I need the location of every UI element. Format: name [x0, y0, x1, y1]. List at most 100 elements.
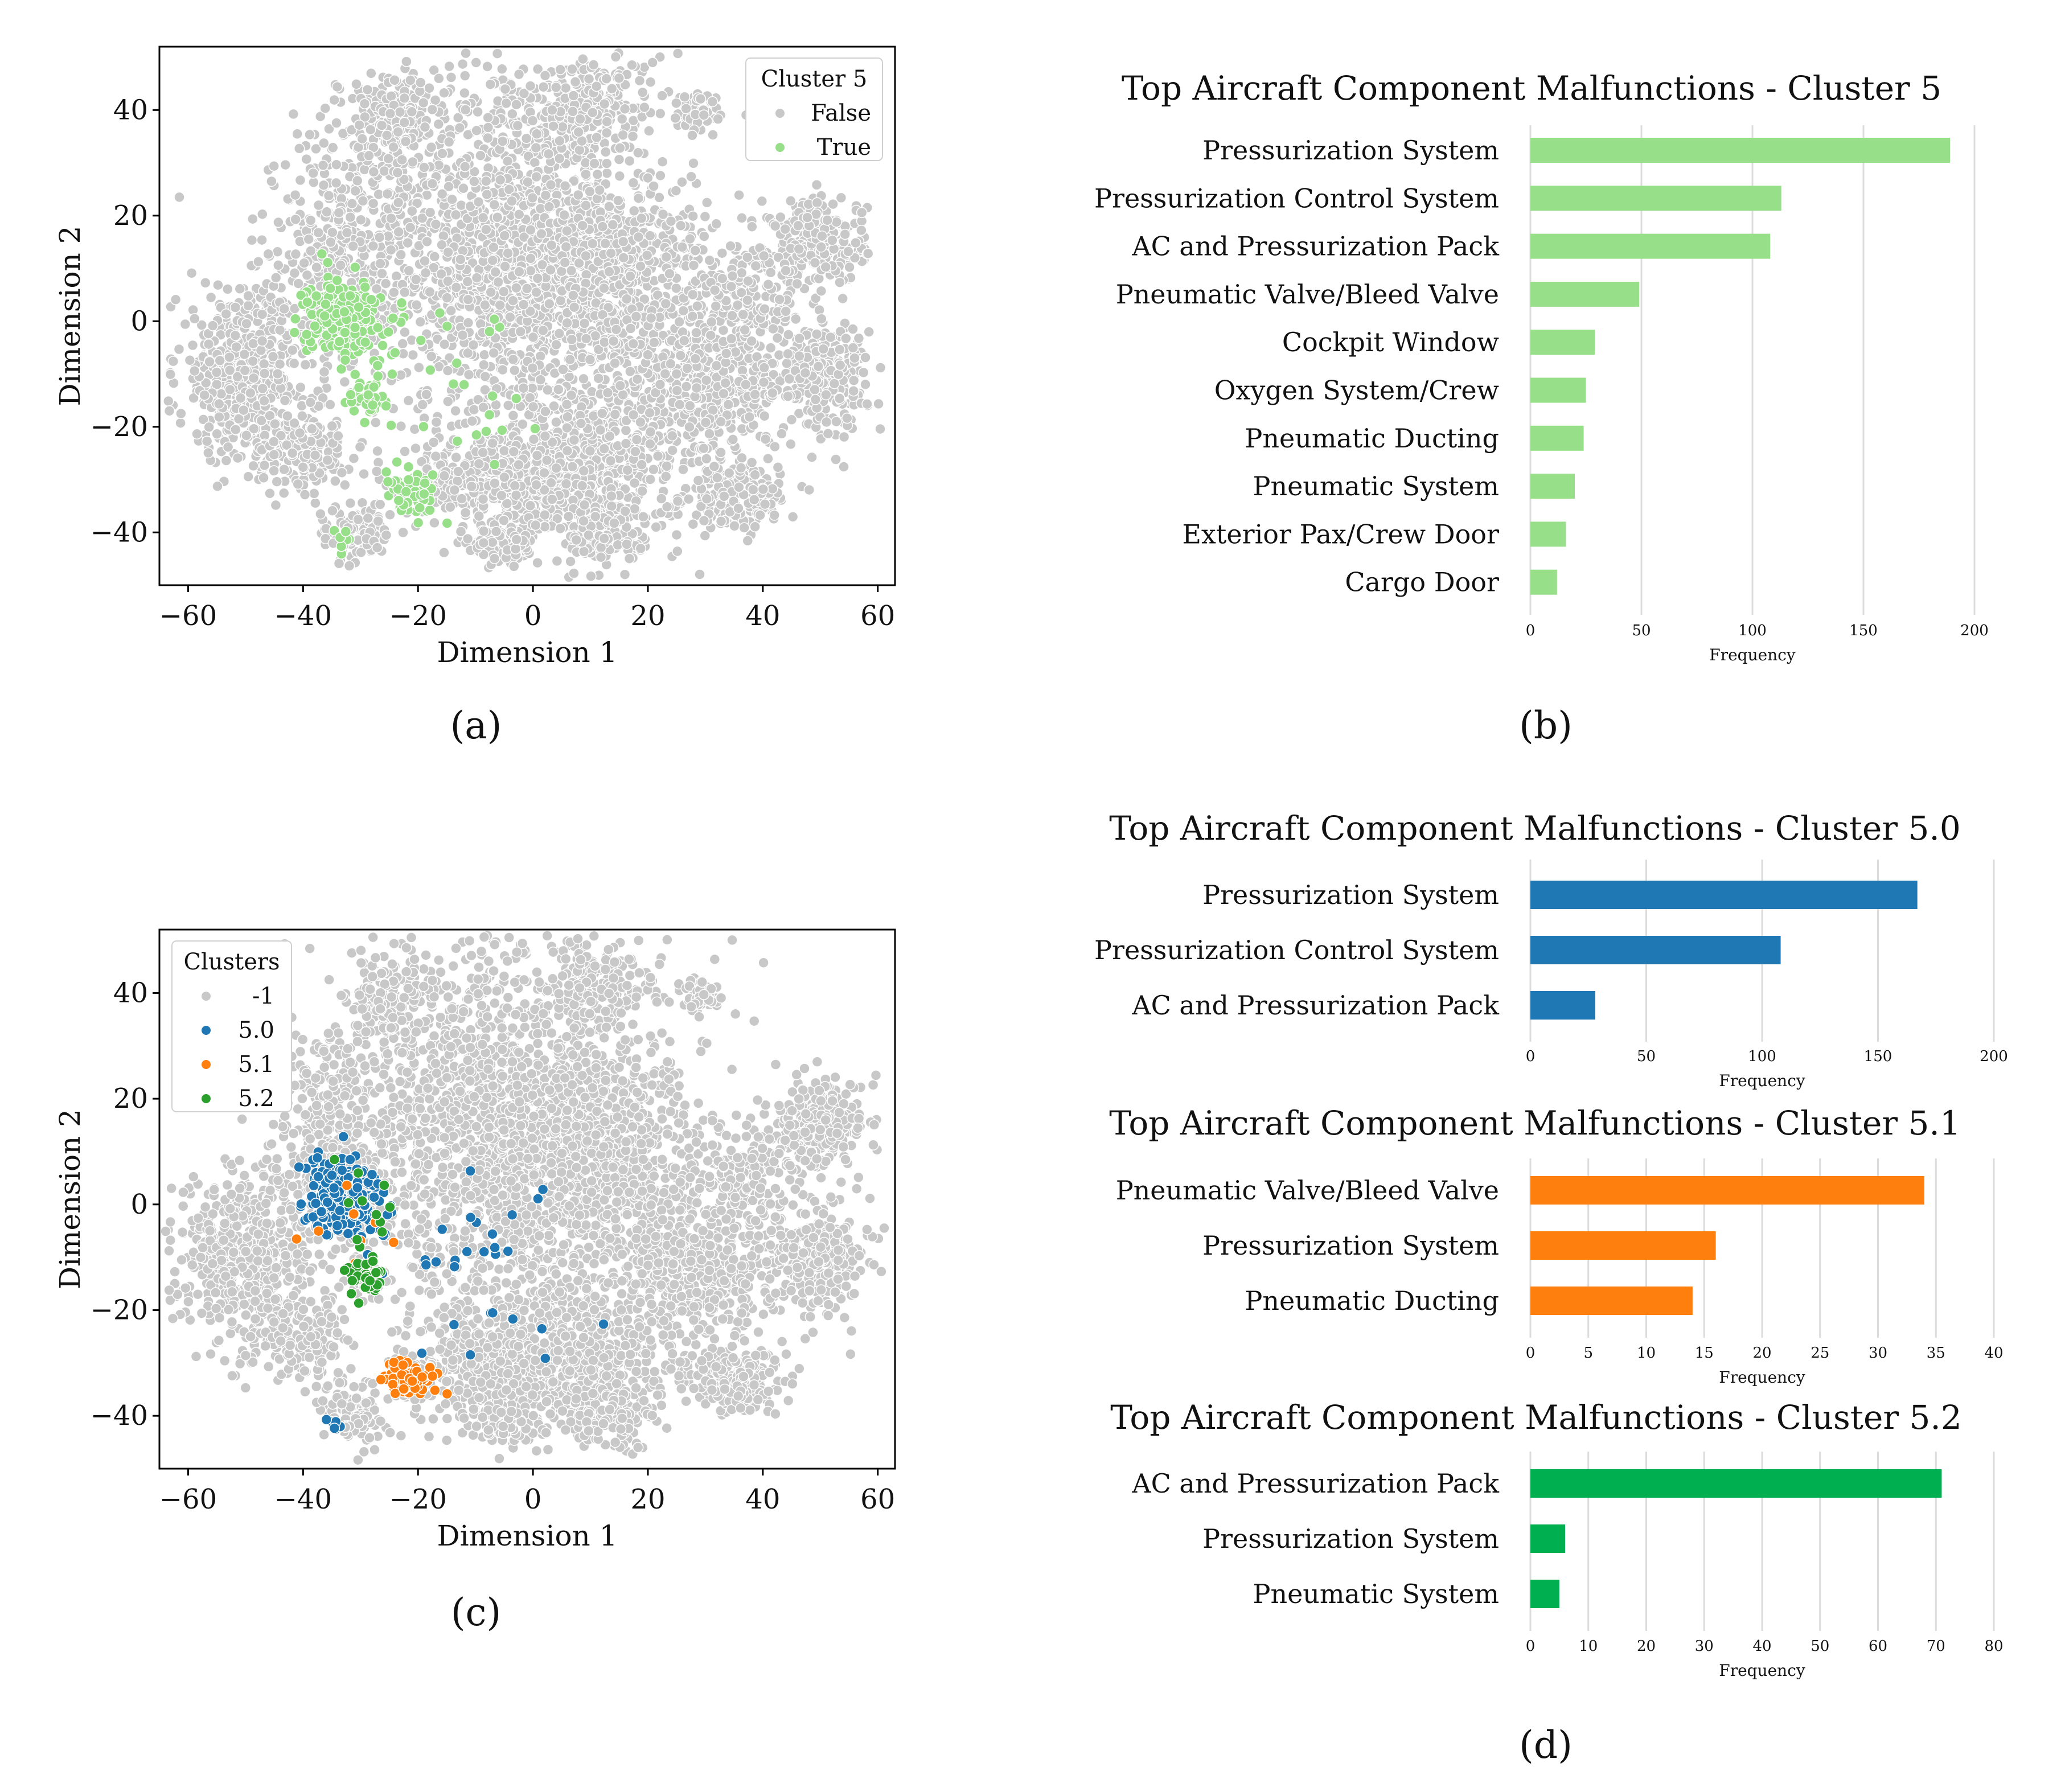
- scatter-point: [600, 239, 610, 249]
- scatter-point: [478, 494, 488, 504]
- scatter-point: [479, 350, 490, 360]
- scatter-point: [750, 521, 760, 532]
- scatter-point: [602, 158, 612, 168]
- scatter-point: [532, 450, 543, 461]
- scatter-point: [372, 466, 382, 476]
- scatter-point: [632, 434, 642, 445]
- scatter-point: [294, 143, 305, 154]
- scatter-point: [704, 429, 715, 439]
- scatter-point: [223, 442, 233, 452]
- scatter-point: [176, 409, 186, 419]
- scatter-point: [561, 479, 571, 489]
- scatter-point: [839, 432, 849, 442]
- scatter-point: [717, 248, 727, 258]
- scatter-point: [420, 256, 430, 266]
- scatter-point: [755, 510, 765, 520]
- scatter-point: [514, 266, 524, 277]
- scatter-point: [628, 178, 638, 188]
- scatter-point: [469, 176, 479, 187]
- scatter-point: [569, 302, 580, 313]
- scatter-point: [499, 286, 509, 297]
- scatter-point: [626, 323, 636, 334]
- scatter-point: [674, 317, 684, 327]
- scatter-point: [685, 234, 695, 244]
- scatter-point: [766, 343, 776, 353]
- scatter-point: [720, 378, 730, 388]
- scatter-point: [684, 494, 694, 504]
- scatter-point: [279, 488, 289, 498]
- scatter-point: [644, 408, 655, 418]
- scatter-point: [165, 406, 175, 416]
- scatter-point: [543, 385, 553, 395]
- scatter-point: [499, 472, 510, 482]
- scatter-point: [606, 248, 616, 258]
- scatter-point: [208, 320, 218, 331]
- scatter-point: [810, 258, 820, 268]
- scatter-point: [800, 368, 810, 378]
- scatter-point: [204, 339, 214, 350]
- scatter-point: [831, 417, 841, 427]
- scatter-point: [403, 396, 413, 406]
- scatter-point: [831, 454, 841, 465]
- scatter-point: [249, 373, 259, 383]
- scatter-point: [562, 400, 572, 410]
- scatter-point: [243, 471, 253, 482]
- scatter-point: [531, 480, 541, 490]
- scatter-point: [716, 447, 726, 458]
- scatter-point: [690, 354, 700, 364]
- scatter-point: [497, 64, 507, 74]
- scatter-point: [782, 358, 792, 368]
- scatter-point: [712, 360, 722, 371]
- scatter-point: [618, 390, 628, 400]
- scatter-point: [528, 332, 538, 342]
- scatter-point: [427, 179, 437, 189]
- scatter-point: [759, 363, 769, 373]
- scatter-point: [451, 209, 461, 220]
- scatter-point: [637, 459, 647, 470]
- scatter-point: [510, 365, 520, 376]
- scatter-point: [857, 207, 867, 217]
- scatter-point: [817, 231, 827, 241]
- scatter-point: [653, 451, 663, 461]
- scatter-point: [430, 451, 441, 462]
- scatter-point: [566, 390, 577, 400]
- scatter-point: [439, 88, 449, 98]
- scatter-point: [400, 446, 410, 457]
- scatter-point: [503, 248, 513, 258]
- scatter-point: [687, 311, 697, 322]
- scatter-point: [260, 368, 270, 379]
- scatter-point: [460, 162, 470, 172]
- scatter-point: [495, 175, 506, 185]
- scatter-point: [439, 471, 449, 481]
- scatter-point: [371, 417, 381, 428]
- scatter-point: [496, 490, 507, 500]
- scatter-point: [625, 367, 635, 377]
- scatter-point: [243, 291, 253, 301]
- scatter-point: [188, 340, 198, 351]
- scatter-point: [628, 339, 638, 349]
- scatter-point: [601, 147, 611, 157]
- scatter-point: [618, 236, 629, 246]
- scatter-point: [822, 417, 832, 427]
- scatter-point: [860, 379, 871, 389]
- scatter-point: [429, 252, 440, 262]
- scatter-point: [673, 496, 683, 506]
- scatter-point: [483, 113, 493, 123]
- scatter-point: [485, 79, 495, 89]
- scatter-point: [231, 302, 241, 313]
- scatter-point: [835, 360, 845, 371]
- scatter-point: [821, 390, 831, 400]
- scatter-point: [454, 123, 465, 133]
- scatter-point: [625, 156, 635, 166]
- scatter-point: [876, 363, 886, 373]
- scatter-point: [607, 220, 618, 230]
- scatter-point: [443, 365, 453, 376]
- scatter-point: [661, 252, 671, 262]
- scatter-point: [213, 280, 223, 290]
- scatter-point: [609, 336, 619, 346]
- scatter-point: [664, 269, 675, 279]
- scatter-point: [835, 393, 845, 404]
- scatter-point: [429, 517, 440, 528]
- scatter-point: [577, 480, 588, 491]
- scatter-point: [621, 425, 631, 435]
